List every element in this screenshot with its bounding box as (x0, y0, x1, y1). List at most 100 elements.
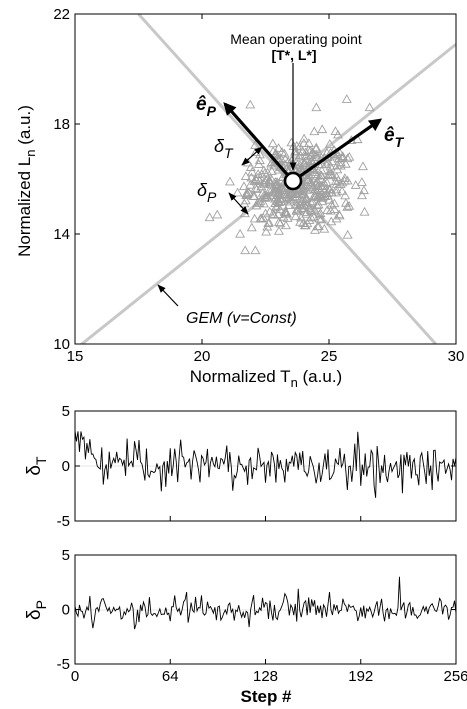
scatter-point (296, 203, 307, 212)
e-t-vector (292, 118, 383, 183)
delta-t-y-label-sub: T (33, 456, 49, 465)
scatter-point (260, 177, 271, 187)
scatter-point (291, 140, 302, 150)
y-tick-label: 10 (53, 336, 70, 353)
scatter-point (258, 212, 269, 222)
scatter-point (243, 187, 254, 197)
scatter-point (260, 190, 271, 199)
mean-title: Mean operating point (230, 31, 362, 47)
scatter-point (296, 212, 307, 222)
scatter-point (300, 147, 311, 156)
x-tick-label: 0 (71, 668, 79, 685)
scatter-point (301, 192, 312, 202)
scatter-point (325, 169, 336, 179)
e-t-label: êT (384, 125, 405, 150)
scatter-point (331, 213, 342, 223)
scatter-point (320, 183, 331, 193)
scatter-point (264, 206, 275, 216)
scatter-point (267, 138, 278, 148)
scatter-point (333, 129, 343, 139)
scatter-point (281, 206, 291, 216)
scatter-point (316, 214, 327, 224)
x-tick-label: 256 (443, 668, 467, 685)
scatter-point (266, 157, 277, 167)
delta-t-panel: -5 0 5 δT (24, 403, 457, 530)
y-tick-label: 22 (53, 6, 70, 23)
scatter-point (359, 206, 370, 216)
scatter-point (334, 209, 345, 219)
scatter-point (309, 126, 320, 136)
scatter-point (250, 245, 261, 255)
delta-t-arrow (241, 146, 263, 166)
y-tick-label: 14 (53, 226, 70, 243)
scatter-point (280, 154, 291, 163)
x-tick-label: 15 (67, 348, 84, 365)
e-p-sub: P (207, 103, 217, 119)
scatter-point (337, 186, 348, 195)
scatter-point (357, 190, 367, 200)
scatter-point (340, 197, 351, 207)
scatter-point (340, 190, 351, 200)
scatter-point (245, 99, 256, 109)
scatter-point (311, 102, 322, 112)
scatter-point (257, 187, 268, 197)
scatter-point (322, 205, 333, 214)
scatter-point (273, 153, 284, 162)
scatter-point (286, 137, 297, 147)
scatter-point (258, 165, 269, 175)
x-tick-label: 64 (162, 668, 179, 685)
y-tick-label: 5 (62, 403, 70, 420)
scatter-point (333, 175, 344, 185)
scatter-point (261, 226, 272, 236)
scatter-point (275, 218, 286, 228)
delta-p-series (75, 576, 456, 630)
scatter-point (317, 124, 328, 134)
scatter-point (325, 161, 336, 171)
scatter-point (273, 143, 284, 152)
y-tick-label: -5 (57, 656, 70, 673)
scatter-point (341, 94, 352, 103)
delta-t-y-label: δT (24, 456, 49, 476)
scatter-point (254, 176, 265, 185)
delta-t-sub: T (224, 145, 234, 161)
scatter-point (264, 176, 275, 186)
scatter-point (250, 183, 261, 192)
scatter-point (340, 158, 351, 168)
scatter-point (342, 153, 353, 163)
scatter-point (246, 222, 257, 232)
y-tick-label: 0 (62, 602, 70, 619)
scatter-point (264, 175, 275, 184)
delta-t-ticks: -5 0 5 (57, 403, 457, 530)
scatter-point (311, 186, 322, 196)
scatter-point (324, 166, 335, 175)
scatter-point (299, 133, 310, 143)
scatter-point (298, 138, 309, 147)
y-tick-label: 0 (62, 458, 70, 475)
scatter-point (295, 200, 306, 209)
scatter-point (302, 171, 313, 181)
scatter-point (324, 194, 335, 204)
scatter-point (304, 215, 315, 224)
scatter-point (311, 144, 322, 153)
scatter-point (252, 198, 263, 207)
scatter-point (302, 199, 313, 209)
gem-label: GEM (v=Const) (186, 310, 297, 327)
scatter-point (344, 200, 355, 210)
scatter-point (246, 172, 257, 182)
scatter-point (324, 139, 335, 148)
mean-point-marker (283, 171, 303, 191)
scatter-point (284, 194, 295, 204)
scatter-point (306, 150, 317, 159)
scatter-point (312, 176, 323, 186)
scatter-point (273, 217, 284, 226)
scatter-point (280, 159, 291, 169)
delta-p-arrow (228, 192, 249, 215)
delta-p-y-label: δP (24, 600, 49, 620)
scatter-point (305, 205, 316, 214)
scatter-point (317, 192, 328, 202)
scatter-point (260, 193, 271, 202)
delta-t-series (75, 430, 456, 498)
scatter-x-label-sub: n (291, 375, 298, 390)
delta-t-label: δT (214, 136, 234, 161)
